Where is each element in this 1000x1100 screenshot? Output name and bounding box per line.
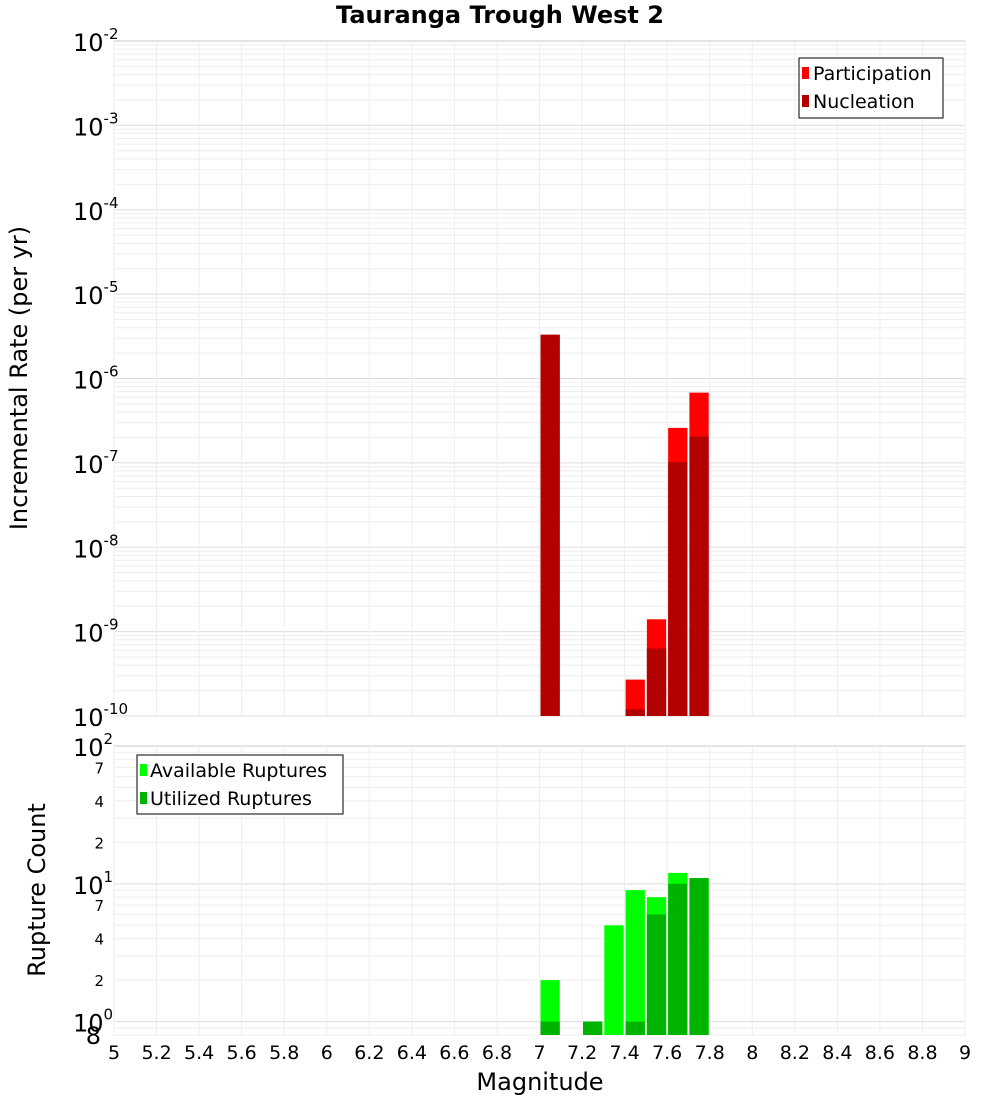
x-tick-label: 8.6 — [865, 1042, 895, 1064]
x-tick-label: 7.2 — [567, 1042, 597, 1064]
x-tick-label: 5.4 — [184, 1042, 214, 1064]
x-tick-label: 7 — [533, 1042, 545, 1064]
available-ruptures-bar — [604, 925, 624, 1035]
x-tick-label: 7.6 — [652, 1042, 682, 1064]
x-tick-label: 6 — [321, 1042, 333, 1064]
x-tick-label: 5.8 — [269, 1042, 299, 1064]
x-tick-label: 6.6 — [439, 1042, 469, 1064]
top-y-tick-label: 10-10 — [73, 700, 128, 732]
legend-label-participation: Participation — [813, 63, 932, 85]
bottom-x-ticks: 5 5.2 5.4 5.6 5.8 6 6.2 6.4 6.6 6.8 7 7.2 7.4 7.6 7.8 8… — [108, 1042, 971, 1064]
top-plot: 10-2 10-3 10-4 10-5 10-6 10-7 10-8 10-9 10-10 In… — [5, 25, 966, 732]
x-tick-label: 6.8 — [482, 1042, 512, 1064]
top-y-tick-label: 10-5 — [73, 278, 119, 310]
legend-swatch-utilized-ruptures — [140, 792, 147, 804]
x-tick-label: 7.4 — [609, 1042, 639, 1064]
x-tick-label: 9 — [959, 1042, 971, 1064]
bottom-y-minor-tick-label: 4 — [94, 793, 104, 811]
legend-label-nucleation: Nucleation — [813, 91, 915, 113]
bottom-legend-box — [136, 754, 344, 815]
legend-swatch-available-ruptures — [140, 764, 147, 776]
top-bars — [540, 334, 709, 716]
top-legend: Participation Nucleation — [798, 57, 944, 119]
top-y-ticks: 10-2 10-3 10-4 10-5 10-6 10-7 10-8 10-9 10-10 — [73, 25, 128, 732]
bottom-y-minor-tick-label: 2 — [94, 834, 104, 852]
top-grid — [113, 41, 966, 717]
top-legend-box — [798, 57, 944, 119]
nucleation-bar — [668, 462, 688, 716]
bottom-y-minor-tick-label: 4 — [94, 931, 104, 949]
top-y-axis-label: Incremental Rate (per yr) — [5, 226, 33, 530]
x-tick-label: 8 — [746, 1042, 758, 1064]
available-ruptures-bar — [625, 890, 645, 1035]
chart-title: Tauranga Trough West 2 — [336, 1, 664, 29]
nucleation-bar — [689, 436, 709, 716]
utilized-ruptures-bar — [540, 1021, 560, 1035]
x-tick-label: 6.4 — [397, 1042, 427, 1064]
x-tick-label: 8.8 — [907, 1042, 937, 1064]
x-tick-label: 6.2 — [354, 1042, 384, 1064]
x-tick-label: 5.2 — [141, 1042, 171, 1064]
bottom-y-major-tick-label: 100 — [73, 1006, 113, 1038]
x-tick-label: 8.4 — [822, 1042, 852, 1064]
top-y-tick-label: 10-4 — [73, 194, 119, 226]
bottom-y-ticks: 102 101 100 7 4 2 7 4 2 8 — [73, 730, 113, 1050]
legend-label-available-ruptures: Available Ruptures — [150, 760, 327, 782]
available-ruptures-bar — [540, 980, 560, 1035]
bottom-legend: Available Ruptures Utilized Ruptures — [136, 754, 344, 815]
utilized-ruptures-bar — [646, 914, 667, 1035]
top-y-tick-label: 10-9 — [73, 616, 119, 648]
nucleation-bar — [625, 709, 645, 716]
top-y-tick-label: 10-3 — [73, 109, 119, 141]
bottom-plot: 102 101 100 7 4 2 7 4 2 8 5 5.2 5.4 5.6 5.8 6 6.2 6.4 6.6… — [23, 730, 971, 1096]
top-y-tick-label: 10-7 — [73, 447, 119, 479]
legend-swatch-nucleation — [802, 95, 809, 107]
bottom-y-major-tick-label: 102 — [73, 730, 113, 762]
bottom-y-axis-label: Rupture Count — [23, 803, 51, 977]
nucleation-bar — [646, 648, 667, 716]
nucleation-bar — [540, 334, 560, 716]
top-y-tick-label: 10-8 — [73, 531, 119, 563]
utilized-ruptures-bar — [668, 883, 688, 1035]
top-y-tick-label: 10-2 — [73, 25, 119, 57]
x-tick-label: 5 — [108, 1042, 120, 1064]
bottom-bars — [540, 872, 709, 1035]
x-tick-label: 7.8 — [695, 1042, 725, 1064]
x-tick-label: 5.6 — [227, 1042, 257, 1064]
bottom-y-minor-tick-label: 8 — [86, 1022, 101, 1050]
x-tick-label: 8.2 — [780, 1042, 810, 1064]
bottom-y-minor-tick-label: 7 — [94, 897, 104, 915]
utilized-ruptures-bar — [689, 878, 709, 1035]
bottom-y-minor-tick-label: 2 — [94, 972, 104, 990]
utilized-ruptures-bar — [625, 1021, 645, 1035]
legend-swatch-participation — [802, 67, 809, 79]
bottom-y-minor-tick-label: 7 — [94, 759, 104, 777]
x-axis-label: Magnitude — [476, 1068, 603, 1096]
top-y-tick-label: 10-6 — [73, 363, 119, 395]
utilized-ruptures-bar — [583, 1021, 603, 1035]
participation-bar — [625, 679, 645, 716]
bottom-y-major-tick-label: 101 — [73, 868, 113, 900]
legend-label-utilized-ruptures: Utilized Ruptures — [150, 788, 312, 810]
